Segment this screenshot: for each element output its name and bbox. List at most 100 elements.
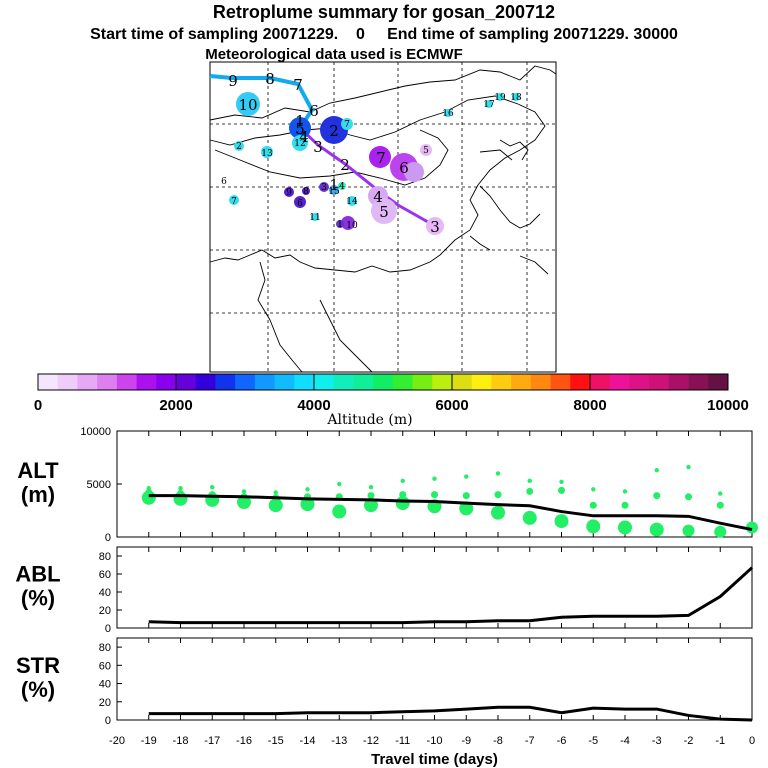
altitude-point — [653, 492, 661, 500]
x-tick-label: -13 — [331, 735, 347, 747]
altitude-point — [621, 501, 629, 509]
y-tick-label: 10000 — [80, 426, 111, 438]
traj-num: 7 — [231, 197, 237, 207]
series-line-abl — [148, 566, 754, 625]
altitude-point — [494, 491, 502, 499]
colorbar-cell — [609, 374, 630, 390]
altitude-point — [300, 497, 315, 512]
panel-ylabel: ABL — [15, 562, 60, 587]
altitude-point — [618, 520, 632, 535]
y-tick-label: 20 — [99, 605, 111, 617]
altitude-point — [522, 510, 537, 525]
x-tick-label: -8 — [493, 735, 503, 747]
traj-num: 7 — [376, 149, 386, 167]
cluster-num: 17 — [483, 100, 495, 110]
colorbar-cell — [136, 374, 157, 390]
altitude-point — [337, 481, 342, 487]
y-tick-label: 40 — [99, 679, 111, 691]
altitude-point — [495, 471, 501, 476]
altitude-point — [367, 492, 375, 500]
colorbar-tick-label: 4000 — [297, 397, 330, 414]
colorbar-cell — [590, 374, 611, 390]
colorbar-tick-label: 10000 — [707, 397, 749, 414]
altitude-point — [527, 478, 532, 484]
cluster-num: 3 — [321, 183, 327, 193]
met-data-line: Meteorological data used is ECMWF — [205, 46, 463, 63]
traj-num: 5 — [379, 203, 389, 221]
altitude-point — [305, 487, 310, 492]
colorbar-cell — [274, 374, 295, 390]
traj-num: 8 — [265, 70, 275, 88]
x-tick-label: -1 — [715, 735, 725, 747]
colorbar-cell — [530, 374, 551, 390]
altitude-point — [400, 478, 405, 484]
y-tick-label: 20 — [99, 697, 111, 709]
colorbar-cell — [373, 374, 394, 390]
sampling-time-line: Start time of sampling 20071229. 0 End t… — [90, 26, 678, 43]
traj-num: 3 — [430, 218, 440, 236]
panel-frame — [116, 430, 753, 538]
x-tick-label: -17 — [204, 735, 220, 747]
chart-title: Retroplume summary for gosan_200712 — [212, 2, 556, 22]
cluster-num: 2 — [236, 142, 242, 152]
x-tick-label: -12 — [363, 735, 379, 747]
x-tick-label: -5 — [588, 735, 598, 747]
altitude-point — [586, 519, 601, 534]
altitude-point — [141, 490, 156, 505]
altitude-point — [559, 479, 564, 485]
colorbar-tick-label: 2000 — [159, 397, 192, 414]
panel-ylabel: STR — [16, 653, 60, 678]
cluster-numbers: 2 13 12 7 5 9 8 6 3 15 4 14 11 10 1 16 1… — [236, 93, 522, 231]
altitude-point — [654, 468, 659, 473]
cluster-num: 13 — [261, 149, 273, 159]
colorbar-ticks: 0 2000 4000 6000 8000 10000 — [34, 374, 749, 414]
colorbar-cell — [511, 374, 532, 390]
altitude-point — [718, 491, 723, 496]
traj-num: 4 — [373, 188, 383, 206]
altitude-point — [368, 484, 374, 490]
altitude-point — [459, 501, 474, 516]
cluster-num: 5 — [423, 146, 429, 156]
traj-num: 5 — [295, 120, 305, 138]
altitude-point — [558, 486, 565, 494]
panel-alt: 10000 5000 0 ALT(m) — [17, 426, 758, 544]
x-tick-label: -11 — [395, 735, 410, 747]
colorbar-cell — [235, 374, 256, 390]
altitude-point — [273, 490, 278, 495]
altitude-point — [685, 493, 692, 501]
altitude-point — [686, 464, 691, 470]
series-line-str — [148, 705, 753, 722]
traj-num: 1 — [295, 112, 305, 130]
cluster-num: 10 — [346, 221, 358, 231]
cluster-num: 7 — [344, 120, 350, 130]
trajectory-low — [298, 126, 436, 228]
y-tick-label: 80 — [99, 551, 111, 563]
panel-ylabel: (m) — [21, 482, 55, 507]
map: 9 8 7 6 5 4 3 2 1 10 7 6 5 4 3 2 1 6 7 2… — [209, 61, 557, 373]
altitude-point — [173, 491, 188, 506]
x-tick-label: -10 — [427, 735, 443, 747]
x-tick-label: -19 — [141, 735, 157, 747]
colorbar-cell — [452, 374, 473, 390]
colorbar: 0 2000 4000 6000 8000 10000 Altitude (m) — [34, 373, 749, 428]
x-tick-label: -20 — [109, 735, 125, 747]
panel-ylabel: (%) — [21, 677, 55, 702]
colorbar-cell — [491, 374, 512, 390]
traj-num: 3 — [313, 138, 323, 156]
cluster-num: 8 — [303, 187, 309, 197]
x-tick-label: -3 — [652, 735, 662, 747]
colorbar-title: Altitude (m) — [326, 412, 412, 428]
x-tick-label: -6 — [557, 735, 567, 747]
cluster-num: 4 — [339, 182, 345, 192]
altitude-point — [364, 498, 378, 513]
colorbar-cell — [116, 374, 137, 390]
colorbar-tick-label: 8000 — [573, 397, 606, 414]
panel-ylabel: ALT — [17, 458, 59, 483]
y-tick-label: 0 — [105, 715, 111, 727]
y-tick-label: 60 — [99, 660, 111, 672]
y-tick-label: 80 — [99, 642, 111, 654]
altitude-point — [622, 489, 628, 494]
altitude-point — [332, 504, 347, 519]
colorbar-cell — [215, 374, 236, 390]
